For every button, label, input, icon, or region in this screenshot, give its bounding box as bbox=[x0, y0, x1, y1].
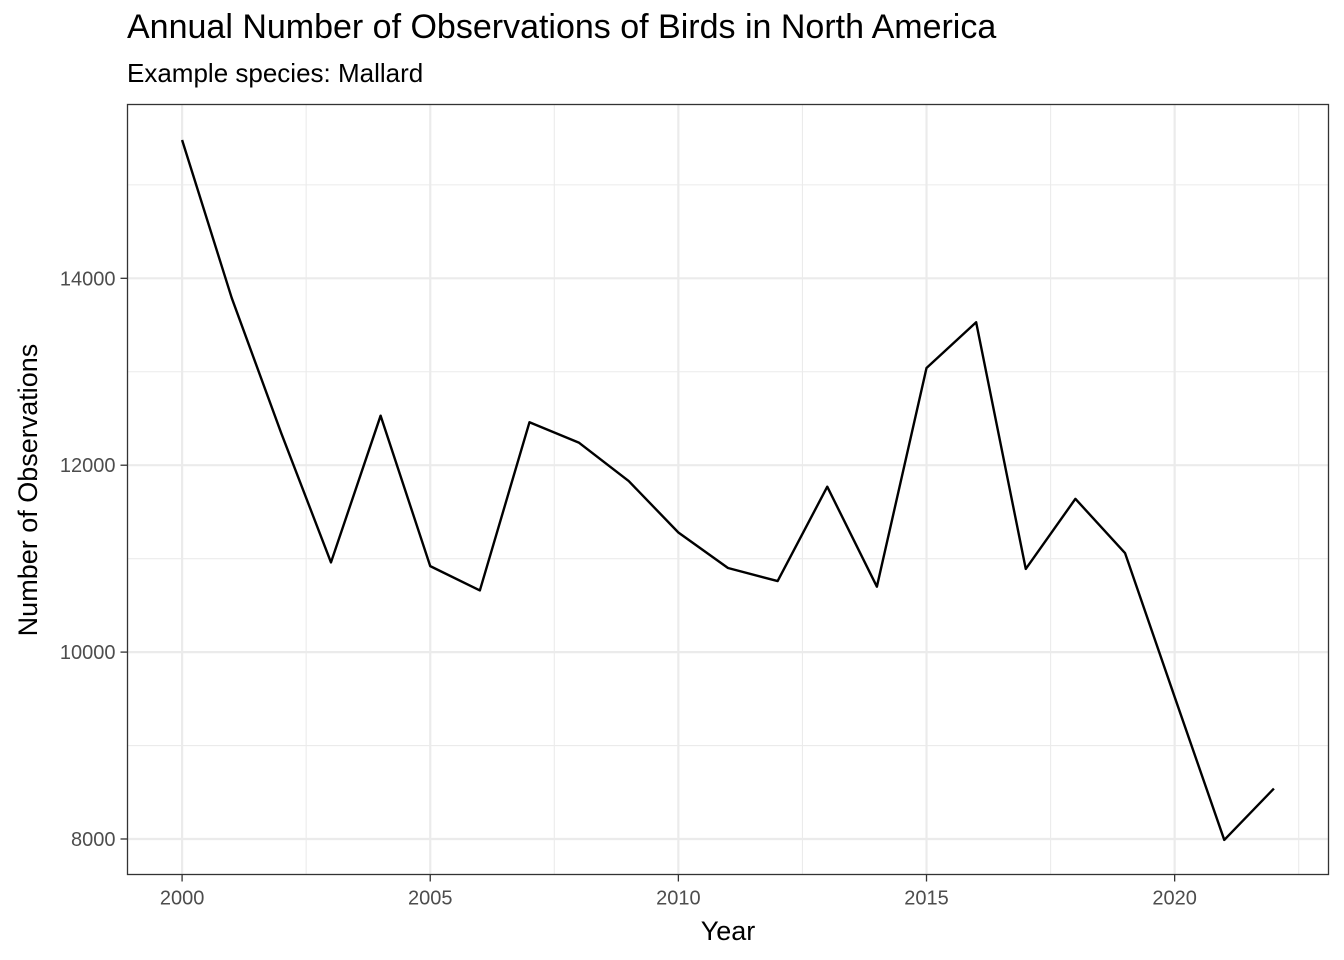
y-axis-ticks: 8000 10000 12000 14000 bbox=[60, 268, 128, 851]
x-tick-label: 2000 bbox=[160, 888, 205, 910]
x-tick-label: 2005 bbox=[408, 888, 453, 910]
major-gridlines bbox=[127, 104, 1329, 875]
chart-title: Annual Number of Observations of Birds i… bbox=[127, 8, 997, 46]
x-tick-label: 2015 bbox=[904, 888, 949, 910]
panel-border bbox=[126, 103, 1330, 876]
y-tick-label: 8000 bbox=[71, 829, 116, 851]
chart-subtitle: Example species: Mallard bbox=[127, 58, 424, 88]
y-tick-label: 10000 bbox=[60, 642, 116, 664]
x-axis-title: Year bbox=[701, 916, 756, 946]
y-tick-label: 14000 bbox=[60, 268, 116, 290]
minor-gridlines bbox=[127, 104, 1329, 875]
x-tick-label: 2010 bbox=[656, 888, 701, 910]
series-layer bbox=[180, 139, 1275, 842]
y-axis-title: Number of Observations bbox=[13, 344, 43, 637]
series-line-0 bbox=[180, 139, 1275, 842]
x-axis-ticks: 2000 2005 2010 2015 2020 bbox=[160, 874, 1197, 910]
x-tick-label: 2020 bbox=[1152, 888, 1197, 910]
y-tick-label: 12000 bbox=[60, 455, 116, 477]
